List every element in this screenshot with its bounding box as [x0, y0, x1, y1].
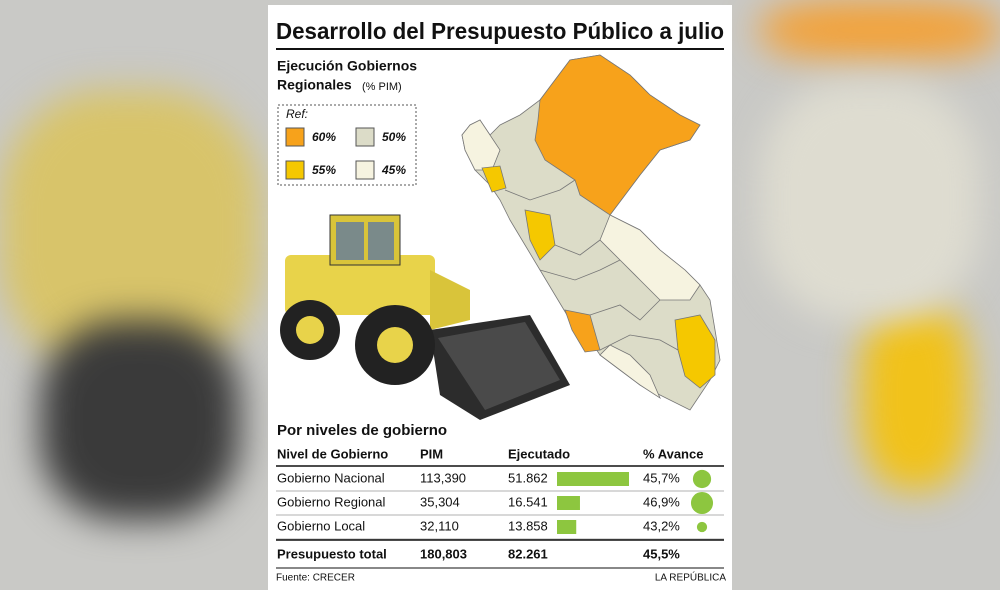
table-cell: Gobierno Regional: [277, 494, 386, 509]
table-header: % Avance: [643, 446, 703, 461]
table-cell: 16.541: [508, 494, 548, 509]
table-total: 45,5%: [643, 546, 680, 561]
table-header: PIM: [420, 446, 443, 461]
table-cell: 45,7%: [643, 470, 680, 485]
table-header: Nivel de Gobierno: [277, 446, 388, 461]
table-title: Por niveles de gobierno: [277, 422, 447, 439]
table-total: Presupuesto total: [277, 546, 387, 561]
table-cell: 46,9%: [643, 494, 680, 509]
table-total: 82.261: [508, 546, 548, 561]
map-title: Regionales: [277, 77, 352, 93]
source: Fuente: CRECER: [276, 573, 355, 584]
table-cell: 43,2%: [643, 518, 680, 533]
title: Desarrollo del Presupuesto Público a jul…: [276, 18, 724, 44]
legend-swatch: [355, 127, 375, 147]
legend-label: 45%: [381, 163, 406, 177]
bar: [557, 472, 629, 486]
table: Nivel de Gobierno PIM Ejecutado % Avance Gob…: [276, 446, 724, 569]
table-cell: 13.858: [508, 518, 548, 533]
peru-map: [461, 54, 721, 411]
table-cell: Gobierno Local: [277, 518, 365, 533]
legend: 60% 50% 55% 45%: [285, 127, 406, 180]
legend-label: 55%: [312, 163, 336, 177]
legend-label: 60%: [312, 130, 336, 144]
bg-blob: [860, 300, 970, 490]
table-cell: 113,390: [420, 470, 466, 485]
table-cell: Gobierno Nacional: [277, 470, 385, 485]
table-cell: 35,304: [420, 494, 460, 509]
bg-blob: [760, 80, 980, 320]
table-header: Ejecutado: [508, 446, 570, 461]
avance-dot: [690, 491, 714, 515]
legend-swatch: [355, 160, 375, 180]
loader-illustration: [280, 214, 570, 420]
legend-label: 50%: [382, 130, 406, 144]
bar: [557, 496, 580, 510]
avance-dot: [692, 469, 712, 489]
table-total: 180,803: [420, 546, 467, 561]
table-cell: 32,110: [420, 518, 459, 533]
legend-box: [277, 104, 417, 186]
brand: LA REPÚBLICA: [655, 571, 726, 584]
legend-swatch: [285, 160, 305, 180]
bar: [557, 520, 577, 534]
legend-title: Ref:: [286, 107, 308, 121]
table-cell: 51.862: [508, 470, 548, 485]
map-unit: (% PIM): [362, 81, 402, 93]
legend-swatch: [285, 127, 305, 147]
map-title: Ejecución Gobiernos: [277, 58, 417, 74]
bg-blob: [40, 320, 240, 520]
avance-dot: [696, 521, 708, 533]
bg-blob: [760, 0, 1000, 60]
